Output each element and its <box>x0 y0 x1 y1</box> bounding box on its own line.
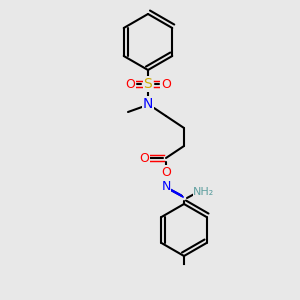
Text: O: O <box>139 152 149 164</box>
Text: N: N <box>161 179 171 193</box>
Text: N: N <box>143 97 153 111</box>
Text: S: S <box>144 77 152 91</box>
Text: NH₂: NH₂ <box>194 187 214 197</box>
Text: O: O <box>161 77 171 91</box>
Text: O: O <box>161 166 171 178</box>
Text: O: O <box>125 77 135 91</box>
